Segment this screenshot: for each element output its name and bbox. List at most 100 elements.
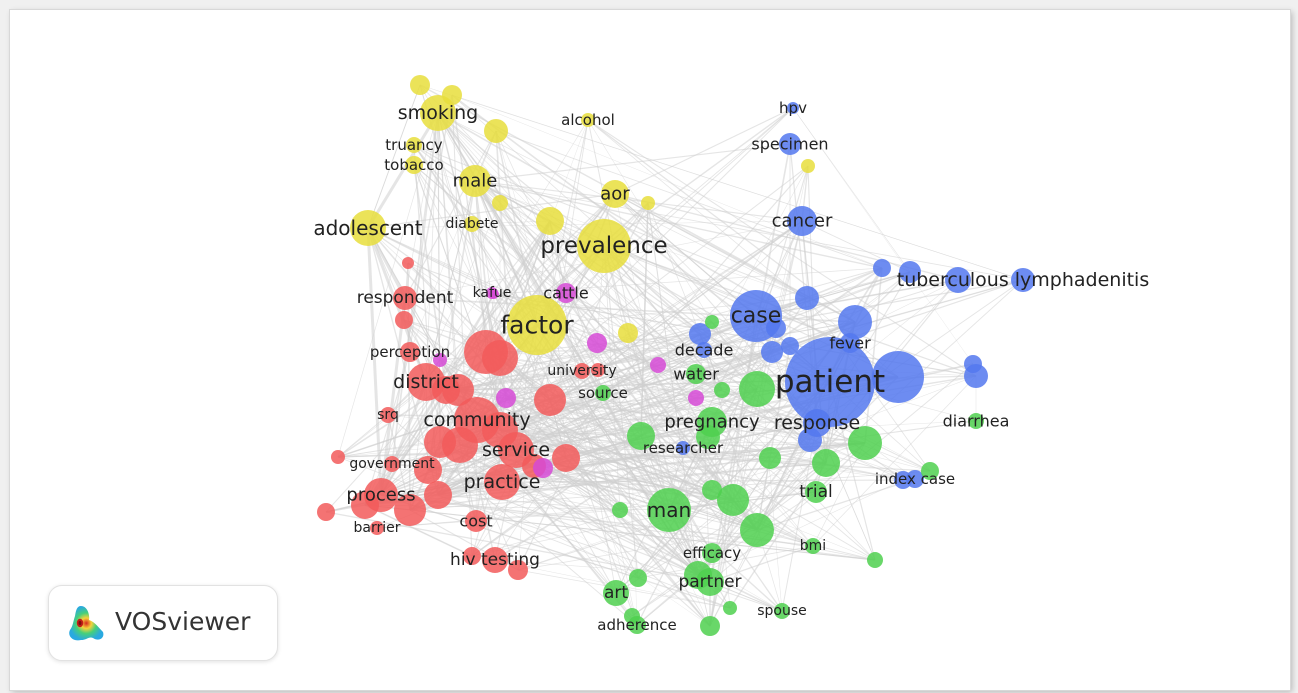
node-node-43[interactable] — [702, 480, 722, 500]
node-researcher[interactable] — [676, 441, 690, 455]
node-node-36[interactable] — [489, 289, 499, 299]
label-factor[interactable]: factor — [500, 311, 574, 340]
node-node-17[interactable] — [482, 412, 518, 448]
node-node-49[interactable] — [723, 601, 737, 615]
label-water[interactable]: water — [673, 365, 719, 384]
label-aor[interactable]: aor — [600, 184, 630, 205]
node-node-46[interactable] — [812, 449, 840, 477]
node-adolescent[interactable] — [350, 210, 386, 246]
label-index-case[interactable]: index case — [875, 470, 955, 488]
label-partner[interactable]: partner — [678, 572, 741, 592]
node-node-53[interactable] — [921, 462, 939, 480]
node-node-28[interactable] — [395, 311, 413, 329]
label-government[interactable]: government — [349, 456, 435, 472]
label-diarrhea[interactable]: diarrhea — [943, 412, 1010, 431]
label-response[interactable]: response — [774, 412, 860, 434]
node-prevalence[interactable] — [577, 219, 631, 273]
node-water[interactable] — [686, 364, 706, 384]
node-node-4[interactable] — [641, 196, 655, 210]
node-node-15[interactable] — [424, 426, 456, 458]
node-factor[interactable] — [507, 295, 567, 355]
node-cost[interactable] — [465, 510, 487, 532]
node-node-60[interactable] — [838, 305, 872, 339]
node-node-24[interactable] — [424, 481, 452, 509]
node-node-23[interactable] — [402, 257, 414, 269]
node-node-45[interactable] — [848, 426, 882, 460]
node-efficacy[interactable] — [702, 543, 722, 563]
label-smoking[interactable]: smoking — [398, 102, 478, 124]
node-node-48[interactable] — [700, 616, 720, 636]
node-bmi[interactable] — [805, 538, 821, 554]
node-art[interactable] — [603, 580, 629, 606]
label-fever[interactable]: fever — [829, 334, 871, 353]
node-node-68[interactable] — [894, 471, 912, 489]
node-hpv[interactable] — [787, 102, 799, 114]
node-node-65[interactable] — [689, 323, 711, 345]
label-researcher[interactable]: researcher — [643, 439, 724, 457]
label-efficacy[interactable]: efficacy — [683, 544, 741, 562]
label-kafue[interactable]: kafue — [473, 285, 512, 301]
node-node-22[interactable] — [331, 450, 345, 464]
label-alcohol[interactable]: alcohol — [561, 111, 615, 129]
label-adherence[interactable]: adherence — [597, 616, 677, 634]
node-node-39[interactable] — [740, 513, 774, 547]
node-node-51[interactable] — [612, 502, 628, 518]
label-prevalence[interactable]: prevalence — [540, 233, 667, 259]
node-node-40[interactable] — [696, 425, 720, 449]
node-node-32[interactable] — [496, 388, 516, 408]
node-hiv-testing[interactable] — [482, 547, 508, 573]
label-cattle[interactable]: cattle — [543, 284, 588, 303]
label-barrier[interactable]: barrier — [354, 520, 401, 536]
node-source[interactable] — [595, 385, 611, 401]
label-process[interactable]: process — [346, 485, 415, 506]
node-node-33[interactable] — [533, 458, 553, 478]
node-trial[interactable] — [805, 481, 827, 503]
node-male[interactable] — [459, 165, 491, 197]
node-node-20[interactable] — [351, 491, 379, 519]
node-node-31[interactable] — [650, 357, 666, 373]
label-respondent[interactable]: respondent — [357, 288, 454, 308]
node-node-57[interactable] — [899, 261, 921, 283]
node-node-12[interactable] — [432, 376, 460, 404]
node-diarrhea[interactable] — [968, 413, 984, 429]
label-cancer[interactable]: cancer — [772, 211, 833, 232]
node-node-54[interactable] — [629, 569, 647, 587]
node-smoking[interactable] — [420, 95, 456, 131]
node-practice[interactable] — [484, 464, 520, 500]
node-node-42[interactable] — [705, 315, 719, 329]
node-node-5[interactable] — [801, 159, 815, 173]
node-node-50[interactable] — [624, 608, 640, 624]
label-truancy[interactable]: truancy — [385, 136, 443, 154]
label-university[interactable]: university — [547, 363, 616, 379]
node-node-2[interactable] — [442, 85, 462, 105]
node-node-62[interactable] — [766, 318, 786, 338]
node-node-1[interactable] — [410, 75, 430, 95]
label-art[interactable]: art — [604, 583, 628, 603]
node-node-14[interactable] — [552, 444, 580, 472]
label-pregnancy[interactable]: pregnancy — [664, 412, 760, 433]
label-perception[interactable]: perception — [370, 343, 450, 361]
label-male[interactable]: male — [453, 171, 498, 192]
node-aor[interactable] — [601, 180, 629, 208]
node-node-34[interactable] — [433, 353, 447, 367]
node-node-3[interactable] — [484, 119, 508, 143]
node-node-26[interactable] — [463, 547, 481, 565]
node-node-47[interactable] — [684, 561, 712, 589]
node-node-41[interactable] — [627, 422, 655, 450]
label-practice[interactable]: practice — [464, 471, 541, 493]
node-node-55[interactable] — [714, 382, 730, 398]
label-cost[interactable]: cost — [459, 512, 492, 531]
node-node-19[interactable] — [394, 494, 426, 526]
label-specimen[interactable]: specimen — [751, 135, 828, 154]
node-node-59[interactable] — [795, 286, 819, 310]
label-tuberculous-lymphadenitis[interactable]: tuberculous lymphadenitis — [897, 269, 1149, 291]
node-node-7[interactable] — [618, 323, 638, 343]
node-node-27[interactable] — [508, 560, 528, 580]
node-fever[interactable] — [840, 333, 860, 353]
node-node-37[interactable] — [739, 371, 775, 407]
node-barrier[interactable] — [370, 521, 384, 535]
node-node-30[interactable] — [587, 333, 607, 353]
node-perception[interactable] — [400, 342, 420, 362]
node-tuberculous-lymphadenitis[interactable] — [1011, 268, 1035, 292]
label-spouse[interactable]: spouse — [757, 603, 807, 619]
